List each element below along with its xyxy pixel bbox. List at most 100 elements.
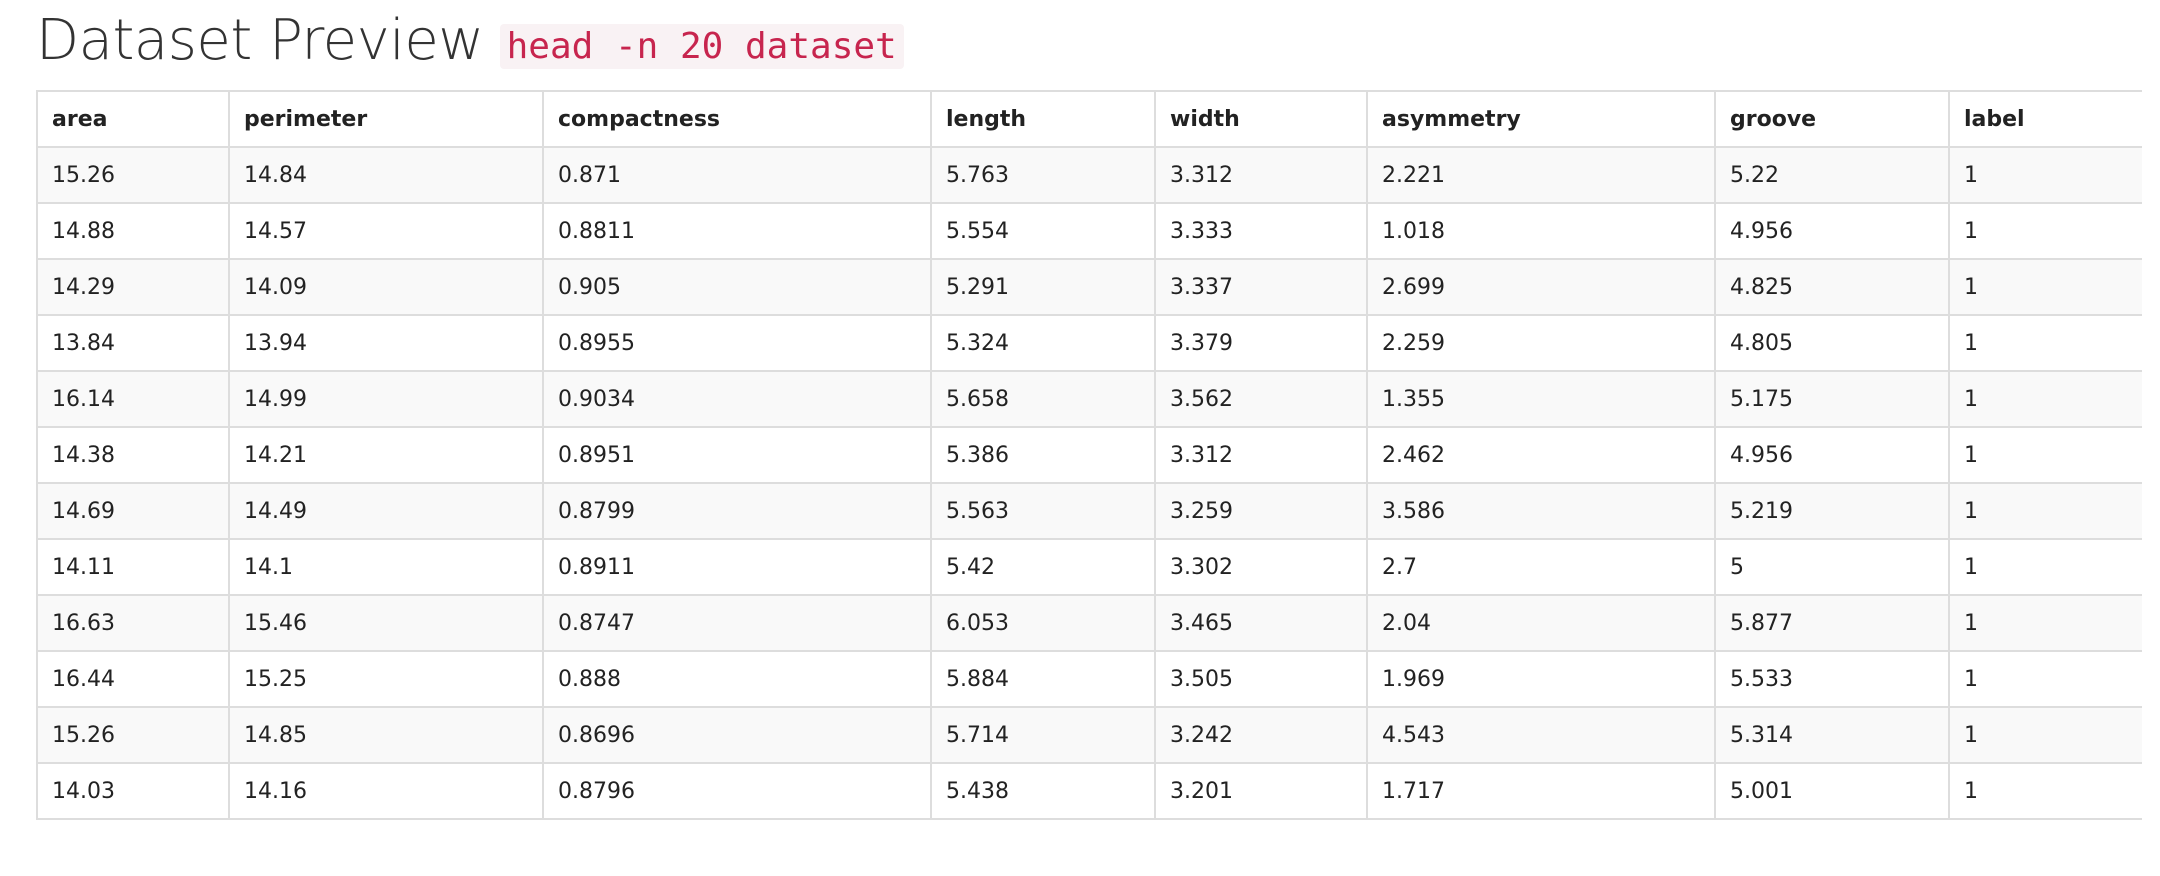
column-header-width: width	[1154, 90, 1368, 148]
table-cell-perimeter: 14.57	[228, 202, 544, 260]
table-cell-length: 5.554	[930, 202, 1156, 260]
table-cell-groove: 4.956	[1714, 426, 1950, 484]
table-cell-area: 16.63	[36, 594, 230, 652]
table-cell-groove: 5.877	[1714, 594, 1950, 652]
table-cell-asymmetry: 2.221	[1366, 146, 1716, 204]
table-cell-label: 1	[1948, 426, 2142, 484]
table-cell-width: 3.379	[1154, 314, 1368, 372]
table-cell-label: 1	[1948, 706, 2142, 764]
table-cell-groove: 5.314	[1714, 706, 1950, 764]
table-cell-label: 1	[1948, 650, 2142, 708]
table-cell-length: 6.053	[930, 594, 1156, 652]
table-cell-perimeter: 14.84	[228, 146, 544, 204]
table-cell-asymmetry: 2.7	[1366, 538, 1716, 596]
command-code: head -n 20 dataset	[499, 24, 904, 69]
table-cell-area: 14.88	[36, 202, 230, 260]
table-row: 14.69 14.49 0.8799 5.563 3.259 3.586 5.219 1	[36, 482, 2142, 540]
table-cell-width: 3.337	[1154, 258, 1368, 316]
table-row: 14.11 14.1 0.8911 5.42 3.302 2.7 5 1	[36, 538, 2142, 596]
table-cell-width: 3.259	[1154, 482, 1368, 540]
table-cell-label: 1	[1948, 762, 2142, 820]
table-cell-groove: 5.533	[1714, 650, 1950, 708]
table-cell-area: 13.84	[36, 314, 230, 372]
table-cell-compactness: 0.8811	[542, 202, 932, 260]
table-cell-perimeter: 14.85	[228, 706, 544, 764]
table-cell-area: 15.26	[36, 146, 230, 204]
table-cell-asymmetry: 1.018	[1366, 202, 1716, 260]
table-cell-area: 14.38	[36, 426, 230, 484]
table-cell-length: 5.42	[930, 538, 1156, 596]
table-cell-width: 3.242	[1154, 706, 1368, 764]
column-header-perimeter: perimeter	[228, 90, 544, 148]
table-cell-groove: 5.001	[1714, 762, 1950, 820]
table-cell-width: 3.302	[1154, 538, 1368, 596]
title-row: Dataset Preview head -n 20 dataset	[36, 8, 904, 73]
table-row: 14.88 14.57 0.8811 5.554 3.333 1.018 4.956 1	[36, 202, 2142, 260]
table-cell-perimeter: 14.99	[228, 370, 544, 428]
column-header-area: area	[36, 90, 230, 148]
table-cell-compactness: 0.871	[542, 146, 932, 204]
table-cell-length: 5.386	[930, 426, 1156, 484]
table-cell-groove: 4.825	[1714, 258, 1950, 316]
table-cell-width: 3.505	[1154, 650, 1368, 708]
table-container[interactable]: area perimeter compactness length width …	[36, 90, 2142, 876]
table-cell-width: 3.333	[1154, 202, 1368, 260]
table-cell-groove: 5.175	[1714, 370, 1950, 428]
table-cell-width: 3.562	[1154, 370, 1368, 428]
table-cell-perimeter: 14.21	[228, 426, 544, 484]
table-cell-label: 1	[1948, 202, 2142, 260]
table-cell-area: 16.44	[36, 650, 230, 708]
column-header-label: label	[1948, 90, 2142, 148]
table-row: 16.14 14.99 0.9034 5.658 3.562 1.355 5.175 1	[36, 370, 2142, 428]
table-cell-compactness: 0.8799	[542, 482, 932, 540]
table-cell-compactness: 0.8796	[542, 762, 932, 820]
table-cell-asymmetry: 2.04	[1366, 594, 1716, 652]
table-cell-area: 16.14	[36, 370, 230, 428]
table-cell-groove: 5.22	[1714, 146, 1950, 204]
table-cell-asymmetry: 1.969	[1366, 650, 1716, 708]
table-cell-label: 1	[1948, 594, 2142, 652]
table-cell-perimeter: 13.94	[228, 314, 544, 372]
table-cell-length: 5.563	[930, 482, 1156, 540]
table-cell-compactness: 0.888	[542, 650, 932, 708]
table-cell-compactness: 0.8911	[542, 538, 932, 596]
table-row: 16.44 15.25 0.888 5.884 3.505 1.969 5.533 1	[36, 650, 2142, 708]
table-row: 13.84 13.94 0.8955 5.324 3.379 2.259 4.805 1	[36, 314, 2142, 372]
table-cell-asymmetry: 1.355	[1366, 370, 1716, 428]
table-cell-compactness: 0.905	[542, 258, 932, 316]
table-cell-length: 5.763	[930, 146, 1156, 204]
table-cell-asymmetry: 1.717	[1366, 762, 1716, 820]
table-cell-width: 3.465	[1154, 594, 1368, 652]
table-row: 14.03 14.16 0.8796 5.438 3.201 1.717 5.001 1	[36, 762, 2142, 820]
table-row: 14.29 14.09 0.905 5.291 3.337 2.699 4.825 1	[36, 258, 2142, 316]
dataset-table: area perimeter compactness length width …	[36, 90, 2142, 820]
table-row: 15.26 14.85 0.8696 5.714 3.242 4.543 5.314 1	[36, 706, 2142, 764]
table-cell-length: 5.884	[930, 650, 1156, 708]
table-cell-width: 3.201	[1154, 762, 1368, 820]
table-cell-perimeter: 14.1	[228, 538, 544, 596]
table-cell-area: 14.29	[36, 258, 230, 316]
table-cell-asymmetry: 2.699	[1366, 258, 1716, 316]
table-cell-perimeter: 15.46	[228, 594, 544, 652]
table-cell-groove: 5.219	[1714, 482, 1950, 540]
table-cell-label: 1	[1948, 258, 2142, 316]
table-cell-groove: 4.805	[1714, 314, 1950, 372]
table-cell-compactness: 0.9034	[542, 370, 932, 428]
column-header-asymmetry: asymmetry	[1366, 90, 1716, 148]
table-cell-asymmetry: 4.543	[1366, 706, 1716, 764]
table-row: 15.26 14.84 0.871 5.763 3.312 2.221 5.22 1	[36, 146, 2142, 204]
table-cell-area: 14.69	[36, 482, 230, 540]
column-header-length: length	[930, 90, 1156, 148]
table-cell-area: 14.11	[36, 538, 230, 596]
table-cell-area: 15.26	[36, 706, 230, 764]
table-cell-length: 5.438	[930, 762, 1156, 820]
table-cell-perimeter: 15.25	[228, 650, 544, 708]
table-cell-perimeter: 14.16	[228, 762, 544, 820]
table-cell-label: 1	[1948, 482, 2142, 540]
table-cell-asymmetry: 2.462	[1366, 426, 1716, 484]
table-cell-length: 5.291	[930, 258, 1156, 316]
table-cell-label: 1	[1948, 314, 2142, 372]
table-body: 15.26 14.84 0.871 5.763 3.312 2.221 5.22 1 14.88…	[36, 146, 2142, 820]
column-header-compactness: compactness	[542, 90, 932, 148]
table-cell-length: 5.658	[930, 370, 1156, 428]
